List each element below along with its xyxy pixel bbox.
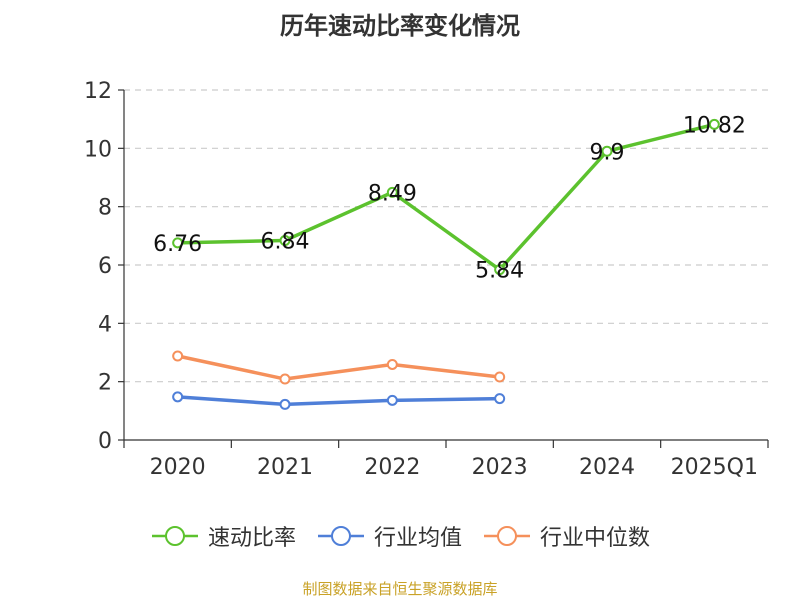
data-point	[172, 350, 184, 362]
legend-swatch-marker	[164, 526, 185, 546]
data-label: 9.9	[590, 140, 625, 165]
data-point	[279, 373, 291, 385]
data-point	[386, 186, 398, 198]
legend-item[interactable]: 行业均值	[316, 520, 462, 552]
series-line	[177, 122, 715, 272]
data-point	[279, 398, 291, 410]
legend-item[interactable]: 行业中位数	[482, 520, 650, 552]
data-point	[279, 235, 291, 246]
data-point	[386, 394, 398, 406]
data-label: 5.84	[475, 259, 524, 284]
data-point	[386, 358, 398, 370]
data-label: 6.76	[153, 232, 202, 257]
y-tick-label: 0	[98, 429, 112, 454]
chart-title: 历年速动比率变化情况	[280, 12, 520, 40]
data-labels: 6.76 6.84 8.49 5.84 9.9 10.82	[153, 113, 746, 283]
legend: 速动比率 行业均值 行业中位数	[0, 520, 800, 552]
series-lines	[172, 118, 720, 410]
legend-swatch-marker	[330, 526, 351, 546]
legend-swatch	[484, 526, 530, 546]
x-tick-label: 2023	[472, 455, 528, 480]
data-label: 6.84	[261, 230, 310, 255]
y-tick-label: 6	[98, 254, 112, 279]
x-tick-label: 2022	[364, 455, 420, 480]
series-1	[172, 391, 506, 410]
series-0	[172, 118, 720, 276]
data-point	[494, 264, 506, 276]
series-2	[172, 350, 506, 385]
y-tick-label: 8	[98, 196, 112, 221]
grid-lines	[124, 89, 768, 383]
legend-label: 速动比率	[207, 526, 296, 551]
y-tick-label: 2	[98, 371, 112, 396]
data-point	[172, 237, 184, 249]
data-point	[601, 145, 613, 157]
legend-swatch	[317, 526, 364, 546]
series-line	[177, 354, 500, 381]
x-tick-label: 2020	[150, 455, 206, 480]
series-line	[177, 395, 500, 407]
data-label: 8.49	[368, 181, 417, 206]
legend-swatch-marker	[497, 526, 517, 546]
y-tick-label: 12	[84, 79, 112, 104]
legend-label: 行业中位数	[540, 526, 651, 551]
legend-label: 行业均值	[373, 526, 462, 551]
y-tick-label: 10	[84, 137, 112, 162]
data-point	[494, 393, 506, 405]
legend-item[interactable]: 速动比率	[150, 520, 296, 552]
axes: 0 2 4 6 8 10 12 2020 2021 2022 2023 2024 2025Q1	[84, 79, 769, 480]
data-label: 10.82	[683, 113, 746, 138]
source-note: 制图数据来自恒生聚源数据库	[302, 580, 498, 598]
data-point	[172, 391, 184, 403]
x-tick-label: 2024	[579, 455, 635, 480]
data-point	[708, 118, 720, 130]
legend-swatch	[151, 526, 198, 546]
x-tick-label: 2025Q1	[671, 455, 758, 480]
x-tick-label: 2021	[257, 455, 313, 480]
y-tick-label: 4	[98, 312, 112, 337]
data-point	[494, 371, 506, 383]
